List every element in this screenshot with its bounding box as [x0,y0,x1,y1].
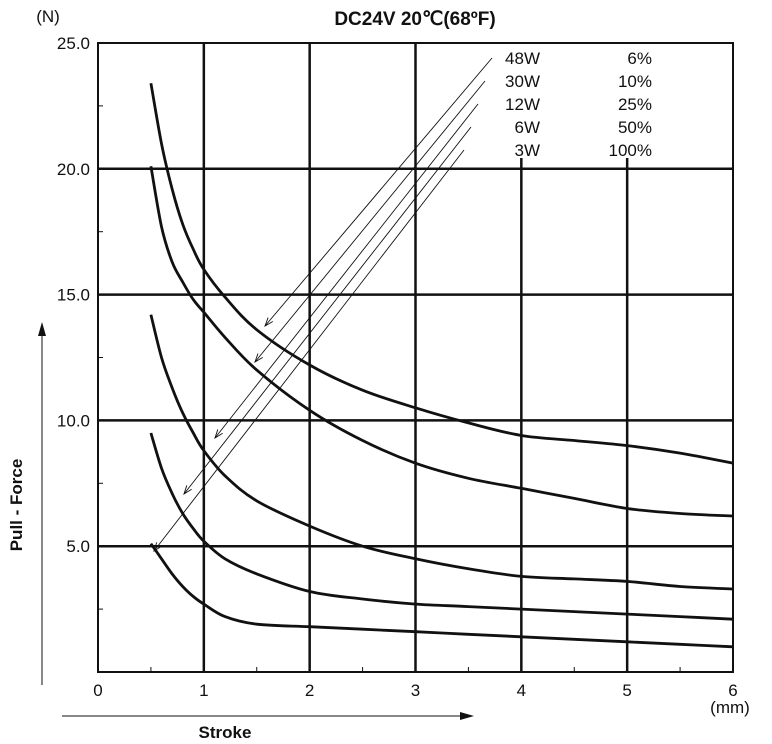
legend-pointer-arrowhead [183,485,192,496]
legend-entry-wattage: 12W [505,95,540,114]
y-tick-label: 25.0 [57,34,90,53]
series-line-48w [149,83,734,465]
legend-pointer-30w [254,80,486,363]
x-axis-label: Stroke [199,723,252,742]
x-tick-label: 5 [622,681,631,700]
y-direction-arrowhead [38,322,46,336]
legend: 48W 6% 30W 10% 12W 25% 6W 50% 3W 100% [153,44,732,553]
series-line-6w [149,432,734,621]
y-tick-label: 10.0 [57,411,90,430]
legend-pointer-6w [183,126,472,495]
legend-pointer-48w [264,57,493,327]
chart-title: DC24V 20℃(68ºF) [334,9,495,30]
legend-pointer-arrowhead [214,429,223,440]
legend-entry-wattage: 3W [515,141,541,160]
series-line-12w [149,314,734,591]
legend-pointer-arrowhead [254,353,263,364]
legend-entry-duty: 6% [627,49,652,68]
legend-pointer-arrowhead [264,317,274,328]
series-line-30w [149,166,734,518]
x-tick-label: 0 [93,681,102,700]
series-line-3w [149,542,734,649]
x-direction-arrowhead [460,712,474,720]
legend-entry-wattage: 48W [505,49,540,68]
legend-entry-wattage: 30W [505,72,540,91]
grid [97,42,734,673]
x-tick-label: 1 [199,681,208,700]
tick-labels: 0 1 2 3 4 5 6 5.0 10.0 15.0 20.0 25.0 [57,34,738,700]
x-tick-label: 3 [411,681,420,700]
legend-pointer-3w [153,149,465,552]
x-tick-label: 2 [305,681,314,700]
y-tick-label: 5.0 [66,537,90,556]
x-tick-label: 6 [728,681,737,700]
x-tick-label: 4 [517,681,526,700]
legend-pointer-arrowhead [153,542,162,553]
legend-pointer-12w [214,103,479,439]
series-curves [149,83,734,649]
y-tick-label: 20.0 [57,160,90,179]
legend-background [496,44,732,158]
legend-entry-wattage: 6W [515,118,541,137]
y-tick-label: 15.0 [57,286,90,305]
legend-entry-duty: 50% [618,118,652,137]
y-unit-label: (N) [36,7,60,26]
axis-arrows [38,322,474,720]
legend-entry-duty: 10% [618,72,652,91]
legend-entry-duty: 100% [609,141,652,160]
x-unit-label: (mm) [710,698,750,717]
legend-entry-duty: 25% [618,95,652,114]
y-axis-label: Pull - Force [7,459,26,552]
